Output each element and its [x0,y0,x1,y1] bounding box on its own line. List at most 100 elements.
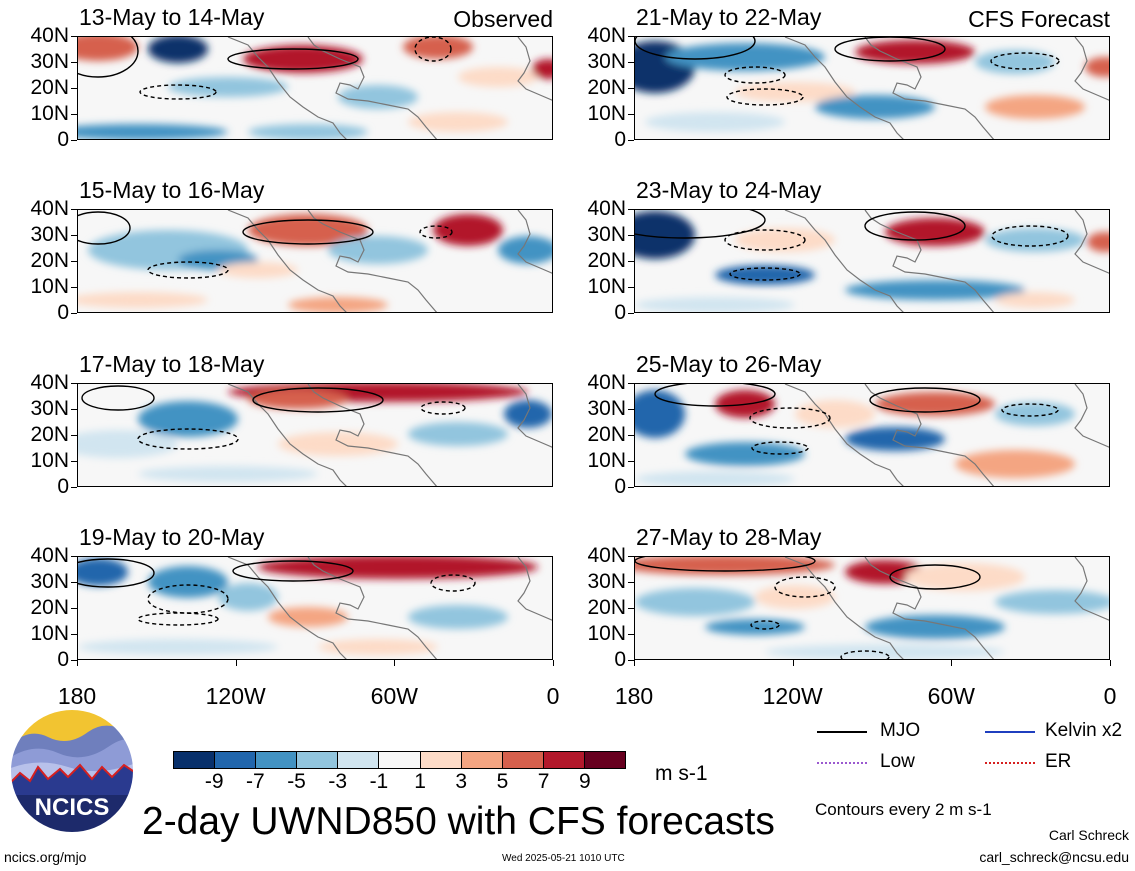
latitude-tick [71,62,77,63]
latitude-label: 0 [614,648,626,671]
latitude-label: 40N [587,544,626,567]
longitude-tick [235,660,237,666]
latitude-label: 10N [587,449,626,472]
wind-anomaly-area [975,50,1055,74]
contour-negative [774,576,836,598]
longitude-label: 60W [370,683,418,709]
panel-title: 15-May to 16-May [79,177,265,203]
contour-negative [137,428,239,450]
wind-anomaly-area [78,124,228,139]
longitude-label: 120W [762,683,823,709]
wind-anomaly-area [995,590,1109,614]
colorbar-segment [502,752,544,768]
contour-negative [724,229,806,251]
latitude-tick [628,88,634,89]
latitude-tick [628,461,634,462]
latitude-tick [71,461,77,462]
panel-title: 13-May to 14-May [79,4,265,30]
wind-anomaly-area [1087,232,1109,252]
wind-anomaly-area [865,615,1005,639]
wind-anomaly-area [78,430,178,458]
author-email: carl_schreck@ncsu.edu [979,849,1129,865]
wind-anomaly-area [403,37,473,59]
longitude-tick [1110,660,1111,666]
longitude-tick [634,660,635,666]
contour-mjo [78,37,139,78]
map-panel [77,209,553,313]
coastline [784,557,1109,659]
wind-anomaly-area [735,228,835,252]
map-panel [634,383,1110,487]
logo-text: NCICS [35,794,110,821]
latitude-tick [628,62,634,63]
wind-anomaly-area [458,67,538,87]
wind-anomaly-area [408,112,508,132]
latitude-label: 40N [30,544,69,567]
longitude-tick [951,660,953,666]
wind-anomaly-map [635,210,1109,312]
contour-negative [414,37,452,62]
contour-mjo [834,37,946,62]
latitude-label: 40N [30,24,69,47]
latitude-label: 0 [57,301,69,324]
longitude-tick [394,660,396,666]
wind-anomaly-area [504,400,552,428]
contour-negative [749,407,831,429]
legend-mjo-label: MJO [880,720,921,741]
panel-title: 23-May to 24-May [636,177,822,203]
latitude-tick [628,435,634,436]
longitude-label: 180 [57,683,97,709]
map-panel [634,556,1110,660]
longitude-label: 120W [205,683,266,709]
legend-kelvin-line [985,731,1035,733]
contour-mjo [635,37,756,60]
longitude-label: 60W [927,683,975,709]
contour-negative [750,620,780,630]
latitude-label: 30N [587,570,626,593]
longitude-tick [553,660,554,666]
contour-negative [147,261,229,279]
latitude-tick [628,235,634,236]
colorbar-segment [174,752,216,768]
latitude-tick [71,88,77,89]
latitude-tick [71,261,77,262]
contour-negative [990,52,1060,70]
contour-mjo [654,384,776,407]
site-url[interactable]: ncics.org/mjo [4,849,87,865]
contour-mjo [635,557,816,572]
ncics-logo: NCICS [9,708,135,834]
wind-anomaly-area [1085,57,1109,77]
legend-er-label: ER [1045,751,1072,772]
colorbar-segment [461,752,503,768]
latitude-label: 10N [587,622,626,645]
panel-tag: CFS Forecast [968,6,1110,32]
wind-anomaly-area [408,422,508,446]
latitude-tick [71,313,77,314]
wind-anomaly-area [218,262,298,278]
latitude-label: 20N [587,249,626,272]
contours-note: Contours every 2 m s-1 [815,800,992,819]
colorbar [173,751,626,769]
wind-anomaly-area [218,583,278,611]
colorbar-segment [379,752,421,768]
colorbar-segment [420,752,462,768]
latitude-tick [628,36,634,37]
wind-anomaly-area [885,218,985,246]
latitude-tick [71,582,77,583]
latitude-tick [628,287,634,288]
wind-anomaly-area [985,228,1085,252]
latitude-label: 20N [30,596,69,619]
wind-anomaly-area [288,297,388,312]
latitude-label: 0 [614,128,626,151]
colorbar-units: m s-1 [655,762,708,785]
latitude-label: 40N [587,371,626,394]
latitude-tick [71,140,77,141]
contour-negative [729,267,801,281]
wind-anomaly-map [78,384,552,486]
coastline [784,384,1109,486]
latitude-label: 30N [587,397,626,420]
latitude-label: 30N [587,50,626,73]
coastline [227,37,552,139]
wind-anomaly-area [635,211,695,259]
wind-anomaly-area [328,236,428,264]
